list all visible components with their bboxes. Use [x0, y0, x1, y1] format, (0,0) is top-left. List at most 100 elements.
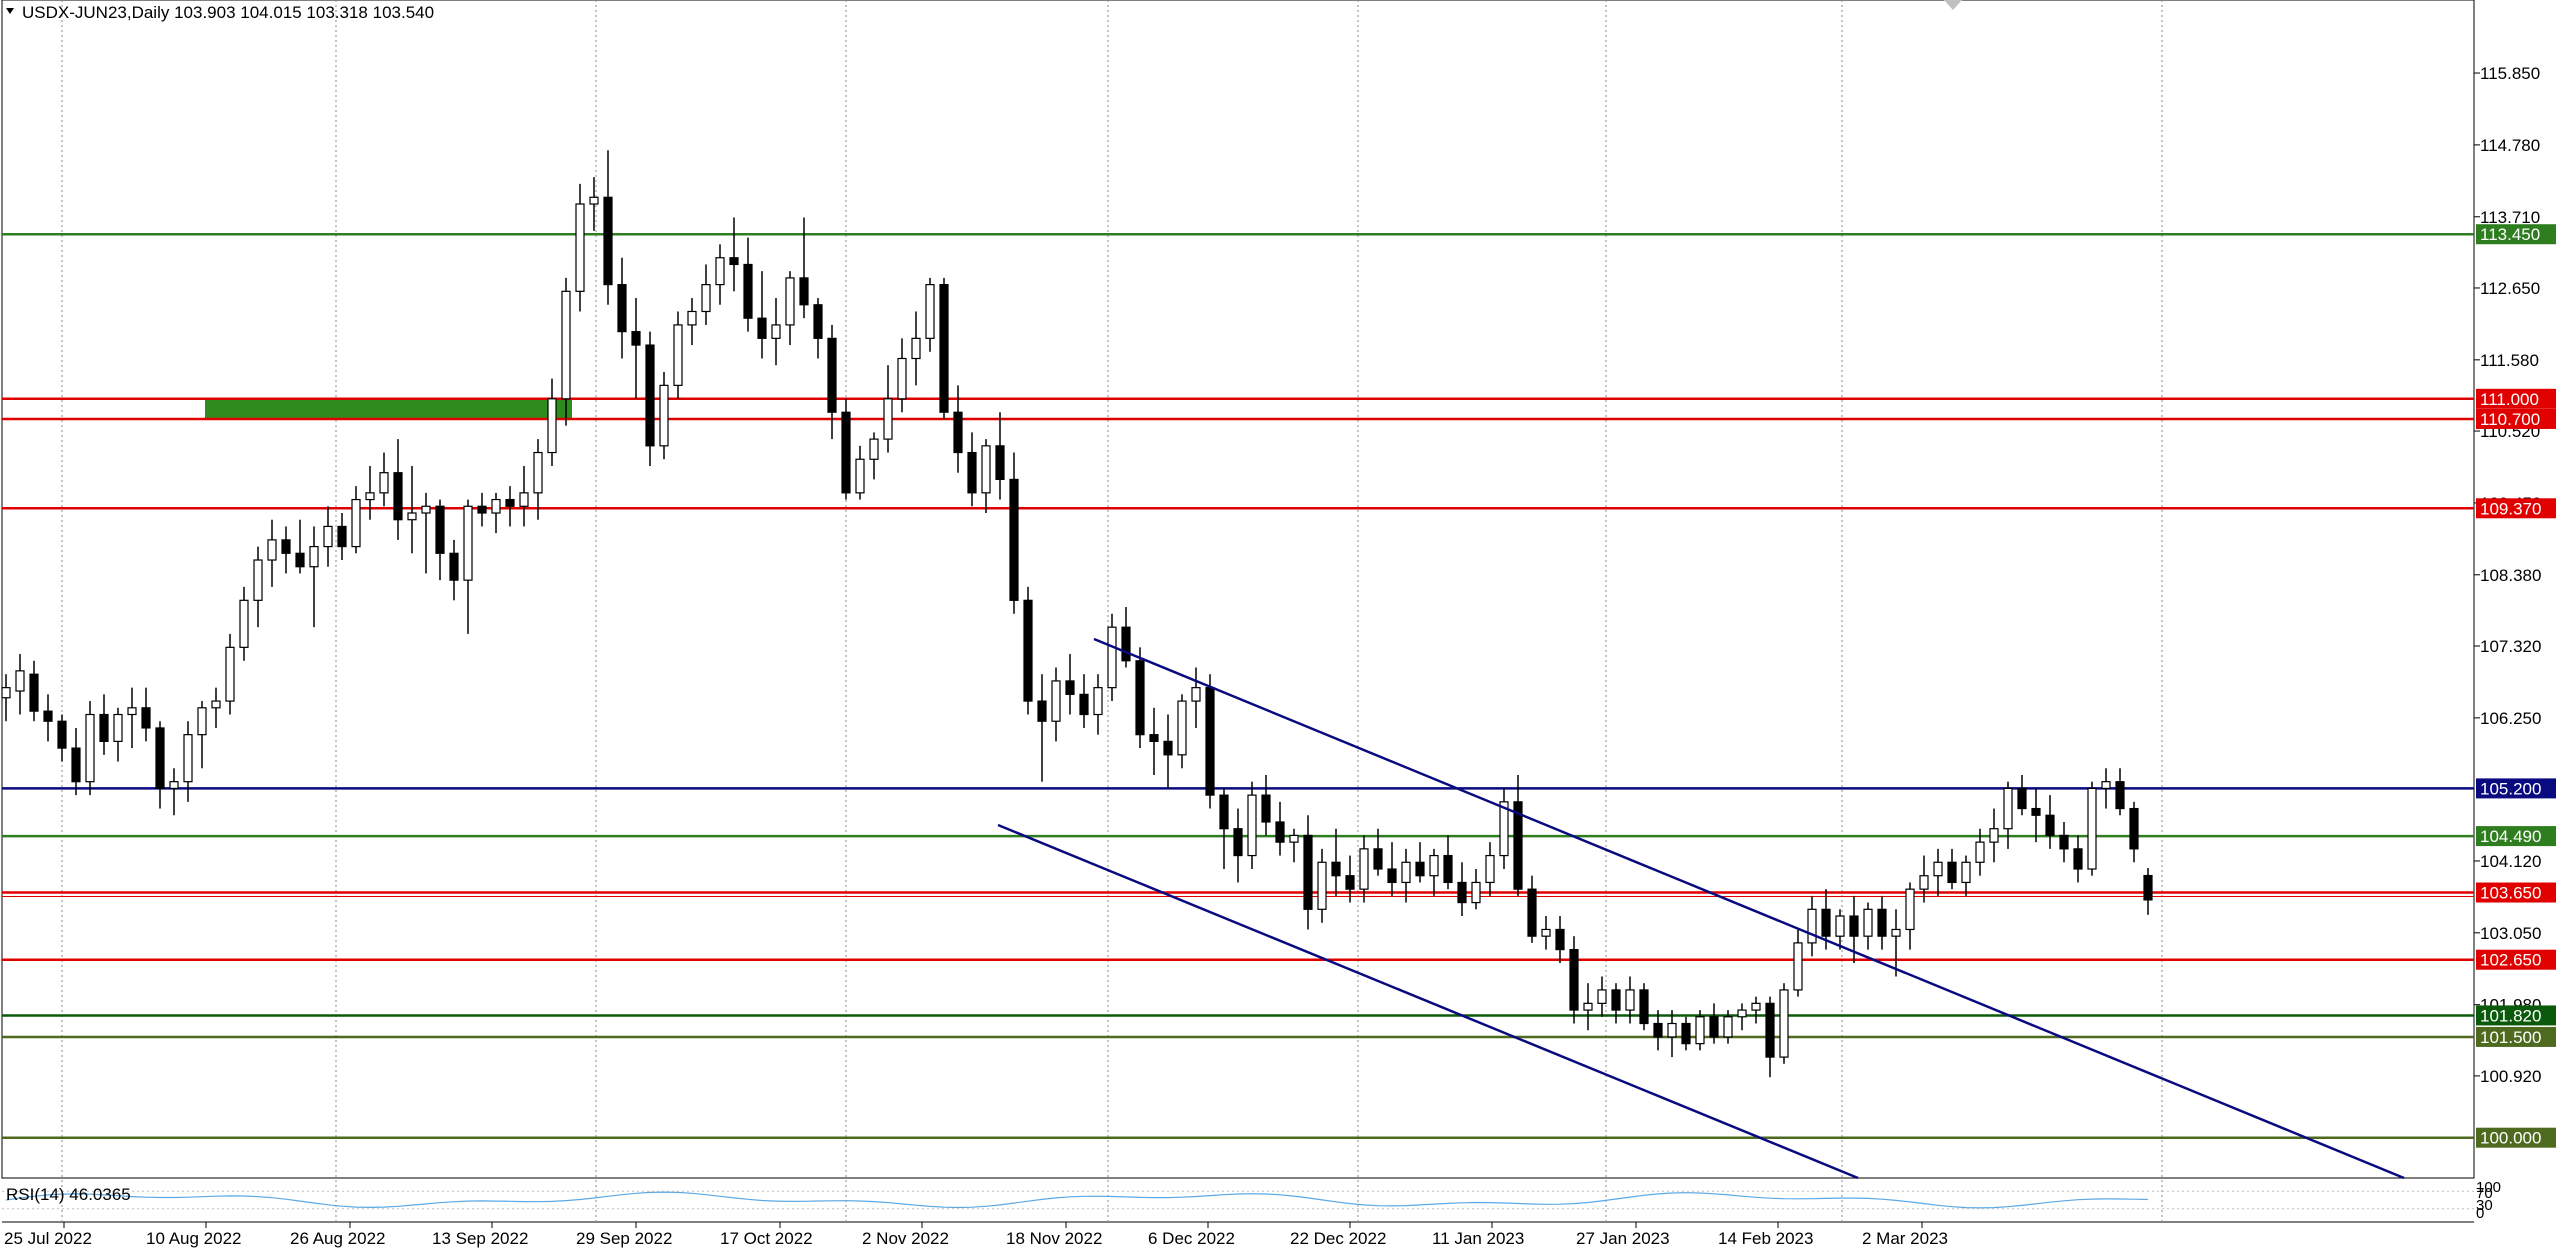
- candle: [183, 721, 193, 802]
- candle-body: [1219, 794, 1229, 830]
- candle: [1681, 1016, 1691, 1051]
- candle-body: [1387, 868, 1397, 884]
- candle: [2073, 835, 2083, 883]
- candle: [421, 492, 431, 574]
- candle: [57, 714, 67, 762]
- candle-body: [1611, 989, 1621, 1011]
- candle: [1933, 848, 1943, 896]
- candle: [771, 298, 781, 366]
- candle: [1009, 452, 1019, 614]
- candle: [1065, 654, 1075, 715]
- channel-lines[interactable]: [997, 637, 2405, 1180]
- candle: [1485, 842, 1495, 896]
- candle: [1205, 674, 1215, 809]
- candle: [1471, 869, 1481, 910]
- candle-body: [155, 727, 165, 790]
- symbol-info: USDX-JUN23,Daily 103.903 104.015 103.318…: [22, 3, 434, 22]
- time-axis: 25 Jul 2022 10 Aug 2022 26 Aug 2022 13 Sep …: [4, 1222, 1948, 1248]
- price-tick-label: 107.320: [2480, 637, 2541, 656]
- level-tag-text: 102.650: [2480, 951, 2541, 970]
- level-tag-102.650: 102.650: [2476, 949, 2556, 970]
- level-tag-bg: [2476, 778, 2556, 799]
- candle-body: [1023, 599, 1033, 702]
- candle: [631, 298, 641, 399]
- candle-body: [771, 324, 781, 339]
- candle-body: [239, 599, 249, 648]
- candle-body: [1289, 834, 1299, 843]
- candle: [715, 244, 725, 305]
- candle-body: [2017, 787, 2027, 810]
- candle-body: [1709, 1016, 1719, 1038]
- candle-body: [1569, 949, 1579, 1011]
- candle: [1345, 855, 1355, 903]
- candle: [827, 324, 837, 440]
- candle: [1877, 895, 1887, 950]
- candle-body: [225, 646, 235, 702]
- candle-body: [561, 290, 571, 400]
- candle-body: [1877, 908, 1887, 937]
- level-tag-bg: [2476, 224, 2556, 245]
- level-tag-text: 109.370: [2480, 499, 2541, 518]
- candle-body: [1779, 989, 1789, 1058]
- time-tick-label: 29 Sep 2022: [576, 1229, 672, 1248]
- candle: [1107, 613, 1117, 702]
- candle: [253, 546, 263, 628]
- candle: [1079, 674, 1089, 728]
- collapse-triangle-icon[interactable]: [6, 8, 14, 14]
- level-tag-101.500: 101.500: [2476, 1026, 2556, 1047]
- candle-body: [1933, 861, 1943, 877]
- candle: [477, 492, 487, 527]
- candle: [1779, 983, 1789, 1064]
- candle-body: [295, 552, 305, 568]
- candle-body: [1177, 700, 1187, 756]
- level-tag-bg: [2476, 388, 2556, 409]
- level-tag-bg: [2476, 1026, 2556, 1047]
- horizontal-levels[interactable]: [2, 232, 2474, 1139]
- candle: [1275, 801, 1285, 856]
- candle-body: [953, 411, 963, 454]
- candle: [953, 385, 963, 473]
- candle-body: [1107, 626, 1117, 689]
- time-tick-label: 10 Aug 2022: [146, 1229, 241, 1248]
- candle-body: [785, 277, 795, 326]
- candle: [337, 512, 347, 561]
- candle: [561, 277, 571, 426]
- candle: [1541, 916, 1551, 950]
- candle: [1163, 714, 1173, 789]
- candle-body: [1793, 942, 1803, 991]
- level-tag-bg: [2476, 1127, 2556, 1148]
- candle-body: [1947, 861, 1957, 884]
- candle: [883, 365, 893, 453]
- candle-body: [1345, 875, 1355, 890]
- candle-body: [1205, 687, 1215, 796]
- candle-body: [309, 545, 319, 568]
- candle: [967, 432, 977, 507]
- candle-body: [1891, 928, 1901, 937]
- candle-body: [1541, 928, 1551, 937]
- candle: [127, 687, 137, 749]
- candle-body: [1653, 1022, 1663, 1038]
- candle-body: [99, 713, 109, 742]
- candle: [393, 439, 403, 540]
- candle: [757, 271, 767, 359]
- candle-body: [1233, 828, 1243, 857]
- candle-body: [813, 304, 823, 339]
- candle: [239, 586, 249, 661]
- time-tick-label: 25 Jul 2022: [4, 1229, 92, 1248]
- candle-body: [1121, 626, 1131, 662]
- level-tag-bg: [2476, 949, 2556, 970]
- candle-body: [1513, 801, 1523, 890]
- candle-body: [869, 438, 879, 460]
- candle-body: [463, 505, 473, 581]
- candle: [1807, 895, 1817, 957]
- candle: [407, 465, 417, 554]
- shift-marker-icon[interactable]: [1944, 0, 1962, 10]
- candle: [449, 539, 459, 601]
- candle-body: [1863, 908, 1873, 937]
- candle: [1023, 586, 1033, 715]
- rsi-scale-label: 30: [2476, 1197, 2493, 1214]
- candle-body: [2143, 874, 2153, 901]
- candle-body: [1583, 1002, 1593, 1011]
